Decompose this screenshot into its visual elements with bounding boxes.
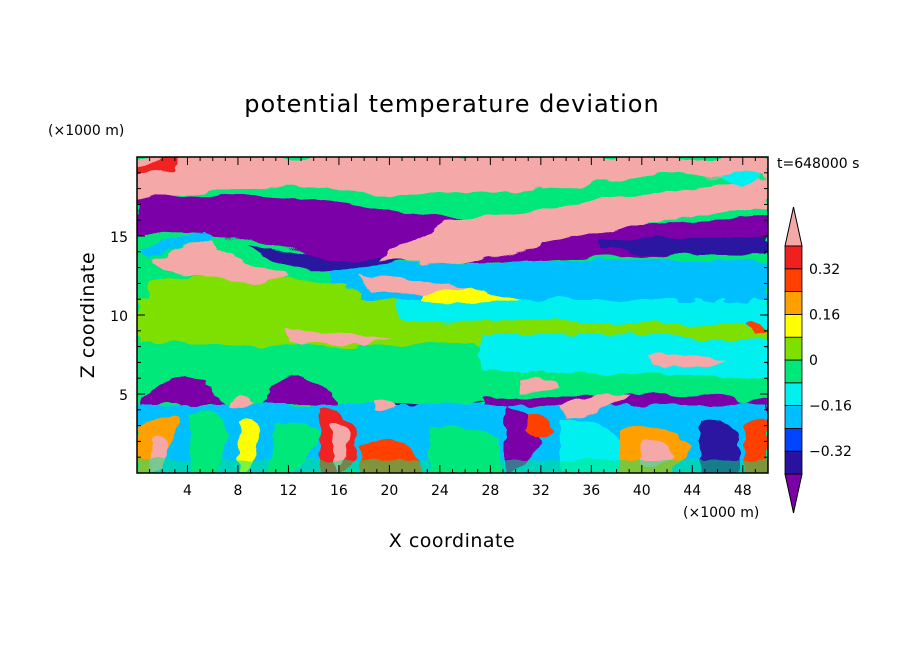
colorbar-label: 0.16: [809, 307, 840, 323]
colorbar-swatch: [784, 405, 803, 429]
y-unit-label: (×1000 m): [48, 123, 124, 139]
x-tick-label: 16: [330, 483, 348, 499]
chart-title: potential temperature deviation: [244, 90, 659, 118]
colorbar-label: 0: [809, 353, 818, 369]
colorbar-swatch: [784, 268, 803, 292]
x-tick-label: 44: [683, 483, 701, 499]
colorbar-extend-high: [784, 206, 803, 247]
x-unit-label: (×1000 m): [683, 505, 759, 521]
colorbar-label: 0.32: [809, 262, 840, 278]
x-tick-label: 24: [431, 483, 449, 499]
colorbar-swatch: [784, 450, 803, 475]
x-tick-label: 8: [233, 483, 242, 499]
x-axis-label: X coordinate: [389, 530, 515, 552]
colorbar: 0.32 0.16 0 −0.16 −0.32: [784, 206, 852, 514]
colorbar-swatch: [784, 336, 803, 361]
y-axis-label: Z coordinate: [77, 252, 99, 378]
x-axis: 4 8 12 16 20 24 28 32 36 40 44 48: [149, 157, 756, 499]
x-tick-label: 12: [280, 483, 298, 499]
x-tick-label: 32: [532, 483, 550, 499]
colorbar-label: −0.32: [809, 444, 852, 460]
colorbar-swatch: [784, 291, 803, 315]
x-tick-label: 36: [582, 483, 600, 499]
contour-field: [137, 157, 768, 473]
x-tick-label: 48: [734, 483, 752, 499]
colorbar-swatch: [784, 427, 803, 452]
x-tick-label: 20: [380, 483, 398, 499]
x-tick-label: 28: [481, 483, 499, 499]
y-tick-label: 10: [110, 309, 128, 325]
colorbar-swatch: [784, 245, 803, 270]
time-label: t=648000 s: [777, 156, 859, 172]
y-tick-label: 15: [110, 230, 128, 246]
colorbar-extend-low: [784, 473, 803, 514]
colorbar-swatch: [784, 382, 803, 406]
x-tick-label: 4: [183, 483, 192, 499]
x-tick-label: 40: [633, 483, 651, 499]
y-axis: 5 10 15: [110, 172, 768, 458]
colorbar-label: −0.16: [809, 399, 852, 415]
colorbar-swatch: [784, 359, 803, 384]
colorbar-swatch: [784, 313, 803, 338]
y-tick-label: 5: [119, 388, 128, 404]
